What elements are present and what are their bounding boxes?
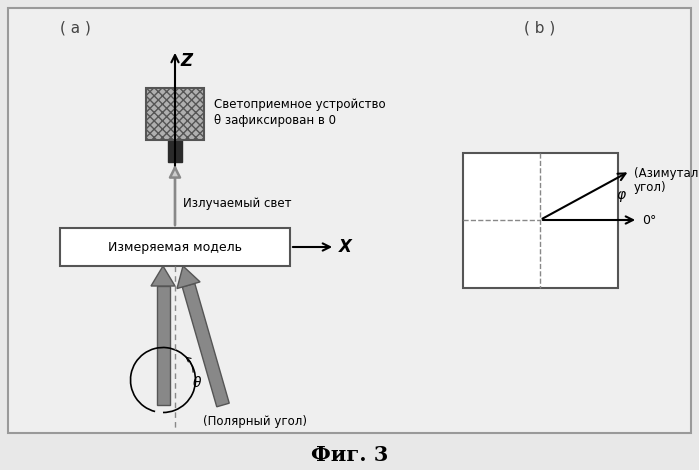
Polygon shape bbox=[157, 286, 169, 405]
Polygon shape bbox=[177, 266, 200, 289]
Text: ( b ): ( b ) bbox=[524, 21, 556, 36]
Text: (Азимутальный: (Азимутальный bbox=[634, 167, 699, 180]
Bar bbox=[60, 228, 290, 266]
Text: φ: φ bbox=[616, 188, 625, 202]
Polygon shape bbox=[151, 266, 175, 286]
Text: θ: θ bbox=[193, 376, 201, 390]
Text: ( a ): ( a ) bbox=[59, 21, 90, 36]
Text: Измеряемая модель: Измеряемая модель bbox=[108, 241, 242, 253]
Text: Светоприемное устройство: Светоприемное устройство bbox=[214, 98, 386, 111]
Text: Излучаемый свет: Излучаемый свет bbox=[183, 196, 291, 210]
Bar bbox=[146, 88, 204, 140]
Bar bbox=[463, 153, 618, 288]
Text: 0°: 0° bbox=[642, 214, 656, 227]
Bar bbox=[168, 140, 182, 162]
Text: (Полярный угол): (Полярный угол) bbox=[203, 415, 307, 428]
Text: Z: Z bbox=[180, 52, 192, 70]
Text: θ зафиксирован в 0: θ зафиксирован в 0 bbox=[214, 114, 336, 127]
Text: угол): угол) bbox=[634, 181, 667, 194]
Text: X: X bbox=[339, 238, 352, 256]
Text: Фиг. 3: Фиг. 3 bbox=[311, 445, 389, 465]
Polygon shape bbox=[182, 283, 229, 407]
